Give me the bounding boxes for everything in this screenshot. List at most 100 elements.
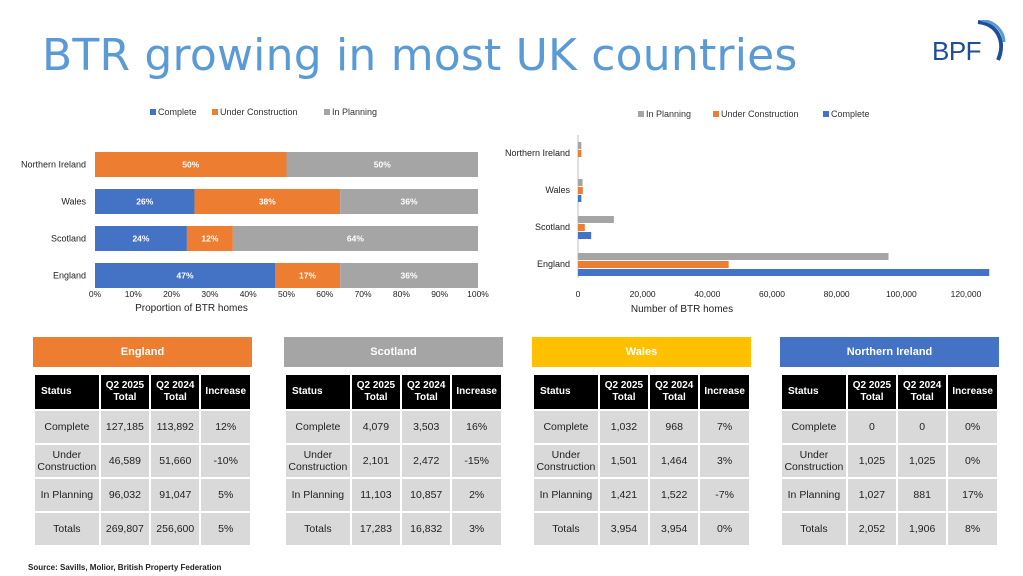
cell-value: 269,807	[98, 511, 152, 547]
data-label: 50%	[182, 160, 199, 170]
data-label: 50%	[374, 160, 391, 170]
bar	[578, 232, 592, 239]
bar-segment	[95, 263, 276, 288]
cell-value: 96,032	[98, 477, 152, 513]
column-header: Q2 2024 Total	[648, 373, 701, 411]
cell-value: 11,103	[349, 477, 403, 513]
x-tick-label: 30%	[201, 289, 218, 299]
cell-value: 7%	[698, 409, 751, 445]
column-header: Q2 2024 Total	[896, 373, 949, 411]
header-row: Status Q2 2025 Total Q2 2024 Total Increase	[532, 373, 751, 411]
column-header: Q2 2024 Total	[149, 373, 202, 411]
table-row: In Planning 11,103 10,857 2%	[284, 477, 503, 513]
cell-value: 881	[896, 477, 949, 513]
data-label: 24%	[132, 234, 149, 244]
legend-label: Complete	[158, 107, 197, 117]
x-tick-label: 40%	[240, 289, 257, 299]
cell-value: 1,464	[648, 443, 701, 479]
x-tick-label: 50%	[278, 289, 295, 299]
row-status: In Planning	[780, 477, 848, 513]
cell-value: 17,283	[349, 511, 403, 547]
cell-value: 10,857	[400, 477, 453, 513]
row-status: Under Construction	[33, 443, 101, 479]
category-label: Wales	[545, 185, 570, 195]
cell-value: 46,589	[98, 443, 152, 479]
table-row: Complete 1,032 968 7%	[532, 409, 751, 445]
data-label: 64%	[347, 234, 364, 244]
category-label: England	[537, 259, 570, 269]
cell-value: 0%	[698, 511, 751, 547]
x-tick-label: 120,000	[951, 289, 982, 299]
bar-segment	[232, 226, 478, 251]
row-status: Totals	[284, 511, 352, 547]
legend-label: In Planning	[332, 107, 377, 117]
x-tick-label: 20,000	[630, 289, 656, 299]
bar-segment	[95, 189, 195, 214]
cell-value: 16,832	[400, 511, 453, 547]
column-header: Status	[284, 373, 352, 411]
data-table: Status Q2 2025 Total Q2 2024 Total Increase…	[532, 373, 751, 547]
cell-value: 1,522	[648, 477, 701, 513]
x-tick-label: 80,000	[824, 289, 850, 299]
cell-value: 0	[896, 409, 949, 445]
x-tick-label: 100%	[467, 289, 489, 299]
column-header: Increase	[946, 373, 999, 411]
cell-value: 91,047	[149, 477, 202, 513]
x-tick-label: 60%	[316, 289, 333, 299]
bar	[578, 216, 614, 223]
cell-value: 2,101	[349, 443, 403, 479]
row-status: Complete	[780, 409, 848, 445]
data-label: 36%	[401, 271, 418, 281]
data-label: 26%	[136, 197, 153, 207]
table-title: Northern Ireland	[780, 337, 999, 367]
legend-label: Under Construction	[220, 107, 298, 117]
cell-value: 1,025	[896, 443, 949, 479]
bar	[578, 261, 729, 268]
data-table: Status Q2 2025 Total Q2 2024 Total Increase…	[284, 373, 503, 547]
x-tick-label: 70%	[355, 289, 372, 299]
category-label: England	[53, 271, 86, 281]
column-header: Q2 2025 Total	[845, 373, 899, 411]
x-tick-label: 0%	[89, 289, 102, 299]
column-header: Increase	[199, 373, 252, 411]
table-title: Scotland	[284, 337, 503, 367]
row-status: In Planning	[33, 477, 101, 513]
column-header: Increase	[450, 373, 503, 411]
logo-text: BPF	[932, 36, 982, 66]
cell-value: 4,079	[349, 409, 403, 445]
row-status: Complete	[532, 409, 600, 445]
cell-value: 3,503	[400, 409, 453, 445]
table-row: Totals 3,954 3,954 0%	[532, 511, 751, 547]
table-row: Under Construction 1,025 1,025 0%	[780, 443, 999, 479]
bar	[578, 142, 582, 149]
column-header: Q2 2025 Total	[98, 373, 152, 411]
table-row: In Planning 1,027 881 17%	[780, 477, 999, 513]
header-row: Status Q2 2025 Total Q2 2024 Total Increase	[780, 373, 999, 411]
cell-value: 256,600	[149, 511, 202, 547]
cell-value: 0%	[946, 443, 999, 479]
column-header: Status	[780, 373, 848, 411]
cell-value: 16%	[450, 409, 503, 445]
cell-value: 3,954	[597, 511, 651, 547]
legend-swatch	[212, 109, 218, 115]
cell-value: 968	[648, 409, 701, 445]
category-label: Northern Ireland	[21, 160, 86, 170]
cell-value: 1,421	[597, 477, 651, 513]
cell-value: 0	[845, 409, 899, 445]
row-status: Under Construction	[284, 443, 352, 479]
table-row: Totals 2,052 1,906 8%	[780, 511, 999, 547]
row-status: Under Construction	[780, 443, 848, 479]
country-table: Wales Status Q2 2025 Total Q2 2024 Total Inc…	[532, 337, 751, 547]
row-status: In Planning	[532, 477, 600, 513]
table-row: Totals 269,807 256,600 5%	[33, 511, 252, 547]
column-header: Q2 2025 Total	[349, 373, 403, 411]
row-status: In Planning	[284, 477, 352, 513]
header-row: Status Q2 2025 Total Q2 2024 Total Increase	[33, 373, 252, 411]
table-row: Under Construction 1,501 1,464 3%	[532, 443, 751, 479]
column-header: Increase	[698, 373, 751, 411]
x-tick-label: 100,000	[886, 289, 917, 299]
row-status: Totals	[33, 511, 101, 547]
row-status: Complete	[33, 409, 101, 445]
stacked-proportion-chart: Complete Under Construction In Planning Eng…	[21, 107, 489, 314]
category-label: Scotland	[51, 234, 86, 244]
